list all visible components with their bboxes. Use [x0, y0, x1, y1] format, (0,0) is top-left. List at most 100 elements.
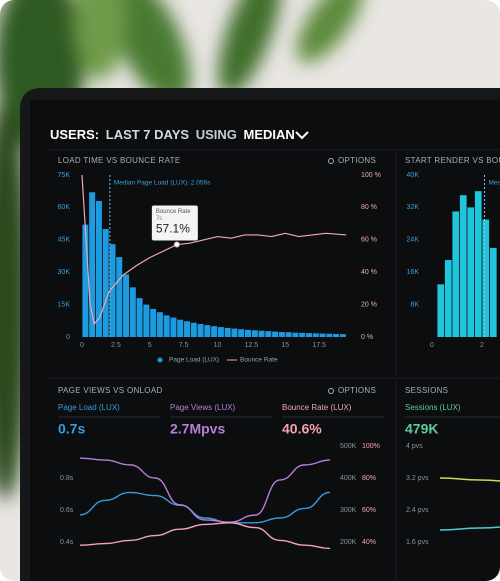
histogram-bar	[123, 274, 130, 337]
series-line	[79, 491, 331, 524]
histogram-bar	[143, 304, 150, 337]
x-tick-label: 12.5	[245, 342, 259, 349]
histogram-bar	[211, 326, 218, 337]
median-label: Median	[489, 180, 500, 187]
histogram-bar	[129, 287, 136, 337]
histogram-bar	[136, 298, 143, 337]
options-icon[interactable]	[328, 388, 334, 394]
y3-tick-label: 100%	[362, 443, 380, 450]
options-link[interactable]: OPTIONS	[338, 156, 376, 165]
histogram-bar	[217, 327, 224, 337]
metric-label: Sessions (LUX)	[405, 403, 461, 412]
histogram-bar	[197, 324, 204, 337]
y2-tick-label: 20 %	[361, 301, 377, 308]
histogram-bar	[238, 329, 245, 337]
y3-tick-label: 40%	[362, 539, 376, 546]
histogram-bar	[102, 229, 109, 337]
histogram-bar	[265, 331, 272, 337]
y2-tick-label: 500K	[340, 443, 357, 450]
legend-label: Bounce Rate	[240, 357, 278, 364]
histogram-bar	[459, 195, 467, 337]
y3-tick-label: 80%	[362, 475, 376, 482]
series-line	[79, 457, 331, 523]
x-tick-label: 7.5	[179, 342, 189, 349]
y-tick-label: 75K	[58, 172, 71, 179]
y-tick-label: 8K	[410, 301, 419, 308]
metric-value: 40.6%	[282, 421, 322, 437]
panel-title: SESSIONS	[405, 386, 448, 395]
y-tick-label: 40K	[407, 172, 420, 179]
histogram-bar	[319, 333, 326, 337]
y-tick-label: 0	[66, 334, 70, 341]
metric-label: Bounce Rate (LUX)	[282, 403, 352, 412]
legend-key	[157, 357, 163, 363]
histogram-bar	[116, 257, 123, 337]
histogram-bar	[170, 317, 177, 337]
y2-tick-label: 80 %	[361, 204, 377, 211]
y-tick-label: 32K	[407, 204, 420, 211]
y2-tick-label: 300K	[340, 507, 357, 514]
histogram-bar	[231, 328, 238, 337]
y-tick-label: 3.2 pvs	[406, 475, 429, 482]
histogram-bar	[312, 333, 319, 337]
y-tick-label: 1.6 pvs	[406, 539, 429, 546]
median-label: Median Page Load (LUX): 2.056s	[114, 180, 211, 187]
histogram-bar	[333, 333, 340, 337]
metric-value: 0.7s	[58, 421, 85, 437]
dropdown-chevron[interactable]	[295, 131, 309, 140]
histogram-bar	[467, 207, 475, 337]
title-part[interactable]: MEDIAN	[244, 127, 295, 142]
histogram-bar	[89, 192, 96, 337]
screen	[30, 100, 500, 581]
y2-tick-label: 400K	[340, 475, 357, 482]
histogram-bar	[258, 330, 265, 337]
histogram-bar	[272, 331, 279, 337]
metric-value: 2.7Mpvs	[170, 421, 225, 437]
y-tick-label: 4 pvs	[406, 443, 423, 450]
histogram-bar	[299, 332, 306, 337]
panel-title: PAGE VIEWS VS ONLOAD	[58, 386, 163, 395]
y-tick-label: 60K	[58, 204, 71, 211]
y-tick-label: 24K	[407, 237, 420, 244]
x-tick-label: 10	[214, 342, 222, 349]
histogram-bar	[245, 329, 251, 337]
histogram-bar	[285, 332, 292, 337]
histogram-bar	[95, 200, 102, 337]
histogram-bar	[163, 315, 170, 337]
histogram-bar	[305, 333, 312, 337]
x-tick-label: 2.5	[111, 342, 121, 349]
panel-title: LOAD TIME VS BOUNCE RATE	[58, 156, 180, 165]
options-icon[interactable]	[328, 158, 334, 164]
y-tick-label: 16K	[407, 269, 420, 276]
tooltip-x: 7s	[156, 216, 162, 222]
y-tick-label: 45K	[58, 237, 71, 244]
histogram-bar	[224, 327, 231, 337]
dashboard-title: USERS: LAST 7 DAYS USING MEDIAN	[50, 127, 295, 142]
y-tick-label: 0.4s	[60, 539, 74, 546]
y2-tick-label: 60 %	[361, 237, 377, 244]
histogram-bar	[251, 330, 258, 337]
title-part: USING	[196, 127, 237, 142]
y2-tick-label: 200K	[340, 539, 357, 546]
series-line	[439, 477, 500, 483]
histogram-bar	[82, 224, 89, 337]
tooltip-value: 57.1%	[156, 222, 190, 236]
x-tick-label: 0	[80, 342, 84, 349]
title-part[interactable]: LAST 7 DAYS	[106, 127, 190, 142]
histogram-bar	[489, 247, 497, 337]
metric-value: 479K	[405, 421, 438, 437]
options-link[interactable]: OPTIONS	[338, 386, 376, 395]
histogram-bar	[474, 191, 482, 337]
y-tick-label: 15K	[58, 301, 71, 308]
tooltip-box	[151, 205, 198, 241]
tooltip-title: Bounce Rate	[156, 209, 191, 215]
histogram-bar	[452, 211, 460, 337]
histogram-bar	[204, 325, 211, 337]
histogram-bar	[184, 321, 190, 337]
metric-label: Page Views (LUX)	[170, 403, 236, 412]
histogram-bar	[482, 219, 490, 337]
histogram-bar	[109, 244, 116, 337]
bounce-line	[81, 174, 347, 326]
